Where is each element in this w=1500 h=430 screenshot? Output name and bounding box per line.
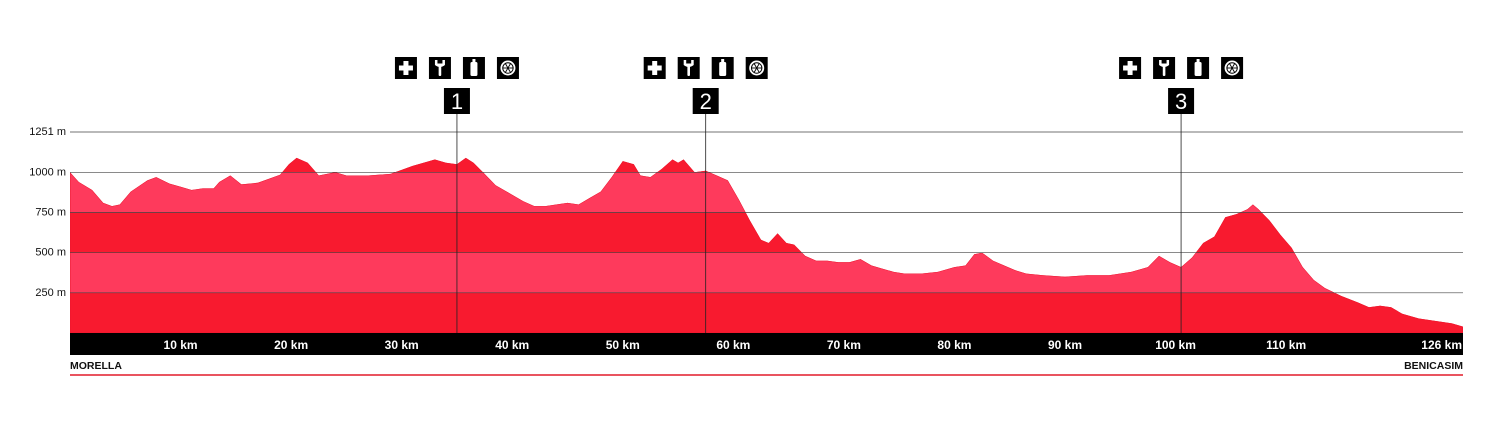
distance-axis-bar: [70, 333, 1463, 355]
aid-stations: 1 2 3: [394, 57, 1244, 333]
wrench-icon: [428, 57, 451, 79]
x-tick-label: 80 km: [937, 338, 971, 352]
elevation-bands: [70, 157, 1463, 333]
wrench-icon: [677, 57, 700, 79]
y-axis-labels: 250 m 500 m 750 m 1000 m 1251 m: [29, 126, 66, 299]
aid-station-2: 2: [643, 57, 768, 333]
water-bottle-icon: [462, 57, 485, 79]
x-tick-label: 20 km: [274, 338, 308, 352]
aid-station-number: 2: [692, 88, 719, 114]
y-tick-label: 1000 m: [29, 166, 66, 178]
aid-station-number: 3: [1168, 88, 1195, 114]
gridlines: [70, 131, 1463, 294]
elevation-band-5: [70, 157, 1463, 173]
wrench-icon: [1153, 57, 1176, 79]
elevation-band-1: [70, 292, 1463, 333]
y-tick-label: 750 m: [35, 206, 66, 218]
aid-station-1: 1: [394, 57, 519, 333]
food-orange-icon: [496, 57, 519, 79]
y-tick-label: 250 m: [35, 287, 66, 299]
x-tick-label: 100 km: [1155, 338, 1196, 352]
food-orange-icon: [1221, 57, 1244, 79]
first-aid-cross-icon: [1119, 57, 1142, 79]
water-bottle-icon: [711, 57, 734, 79]
start-label: MORELLA: [70, 360, 122, 372]
x-tick-label: 110 km: [1266, 338, 1306, 352]
x-tick-label: 30 km: [385, 338, 419, 352]
distance-axis: 10 km 20 km 30 km 40 km 50 km 60 km 70 km 80 km…: [70, 333, 1463, 355]
x-tick-label: 90 km: [1048, 338, 1082, 352]
aid-station-3: 3: [1119, 57, 1244, 333]
aid-station-number-label: 1: [451, 89, 463, 114]
y-tick-label: 1251 m: [29, 126, 66, 138]
x-tick-label: 10 km: [164, 338, 198, 352]
y-tick-label: 500 m: [35, 247, 66, 259]
x-tick-label: 50 km: [606, 338, 640, 352]
elevation-band-2: [70, 252, 1463, 293]
first-aid-cross-icon: [394, 57, 417, 79]
elevation-band-4: [70, 172, 1463, 213]
end-label: BENICASIM: [1404, 360, 1463, 372]
x-tick-label: 40 km: [495, 338, 529, 352]
elevation-line: [70, 157, 1463, 333]
aid-station-number-label: 3: [1175, 89, 1187, 114]
x-tick-label: 126 km: [1421, 338, 1462, 352]
aid-station-number-label: 2: [700, 89, 712, 114]
elevation-band-3: [70, 212, 1463, 253]
aid-station-number: 1: [443, 88, 470, 114]
food-orange-icon: [745, 57, 768, 79]
x-tick-label: 60 km: [716, 338, 750, 352]
x-tick-label: 70 km: [827, 338, 861, 352]
water-bottle-icon: [1187, 57, 1210, 79]
first-aid-cross-icon: [643, 57, 666, 79]
